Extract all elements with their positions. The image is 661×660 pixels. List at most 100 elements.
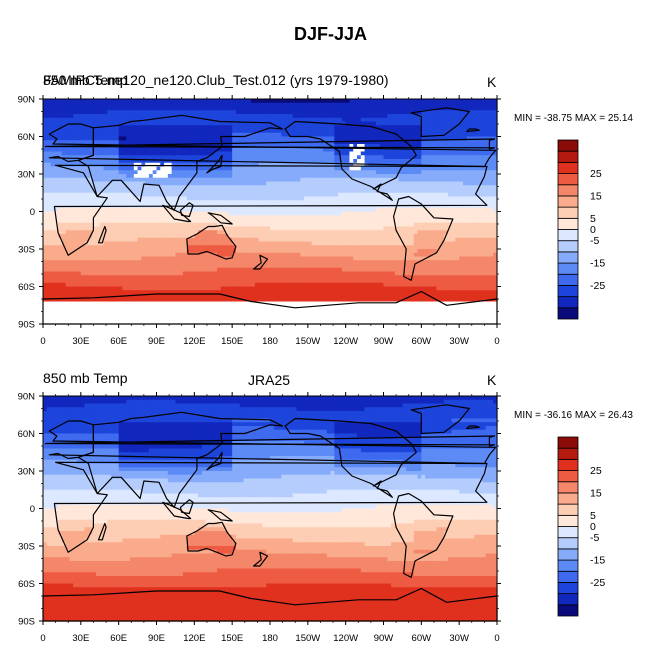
colorbar-box [557, 481, 579, 494]
colorbar-label: 15 [590, 190, 602, 202]
x-tick-label: 150E [221, 336, 243, 347]
colorbar-box [557, 503, 579, 516]
colorbar-box [557, 262, 579, 275]
colorbar-label: 25 [590, 168, 602, 180]
colorbar-box [557, 447, 579, 460]
figure-title: DJF-JJA [293, 24, 368, 44]
field-cells-2 [43, 396, 498, 622]
x-tick-label: 90E [148, 336, 165, 347]
x-tick-label: 30E [72, 336, 89, 347]
y-tick-label: 0 [30, 207, 35, 218]
coastline-borneo [179, 202, 194, 218]
colorbar-label: -5 [590, 532, 599, 544]
colorbar-box [557, 458, 579, 471]
panel1-minmax: MIN = -38.75 MAX = 25.14 [514, 113, 633, 124]
colorbar-label: -15 [590, 555, 605, 567]
x-tick-label: 60W [412, 633, 432, 644]
colorbar-label: 5 [590, 213, 596, 225]
x-tick-label: 0 [40, 633, 45, 644]
x-tick-label: 180 [262, 336, 278, 347]
coastline-madagascar [97, 522, 107, 541]
coastline-greenland [410, 404, 470, 435]
colorbar-label: -5 [590, 235, 599, 247]
colorbar-label: 25 [590, 465, 602, 477]
coastline-new-zealand [253, 551, 269, 567]
map-panel-2: 0 30E 60E 90E 120E 150E 180 150W 120W 90W 60W 30W 09… [18, 392, 606, 645]
coastline-uk [44, 138, 496, 150]
colorbar-box [557, 559, 579, 572]
x-tick-label: 30E [72, 633, 89, 644]
coastline-north-america [284, 417, 417, 498]
map-panel-1: 0 30E 60E 90E 120E 150E 180 150W 120W 90W 60W 30W 09… [18, 95, 606, 348]
panel2-units: K [487, 372, 497, 388]
colorbar-box [557, 150, 579, 163]
colorbar-label: 15 [590, 487, 602, 499]
colorbar-box [557, 184, 579, 197]
colorbar-box [557, 470, 579, 483]
y-tick-label: 90S [18, 617, 35, 628]
coastline-south-america [393, 492, 454, 578]
coastline-europe [48, 123, 497, 168]
coastline-new-guinea [207, 212, 233, 225]
coastline-japan [206, 154, 223, 174]
x-tick-label: 0 [494, 336, 499, 347]
coastline-africa [53, 461, 488, 553]
x-tick-label: 120E [183, 336, 205, 347]
x-tick-label: 150W [295, 336, 320, 347]
coastline-asia [77, 114, 284, 211]
x-tick-label: 120E [183, 633, 205, 644]
field-cells-1 [43, 99, 498, 325]
coastline-indonesia [162, 501, 192, 520]
coastline-africa [53, 164, 488, 256]
x-tick-label: 0 [494, 633, 499, 644]
colorbar-box [557, 604, 579, 617]
colorbar-box [557, 296, 579, 309]
x-tick-label: 30W [449, 336, 469, 347]
colorbar-label: 5 [590, 510, 596, 522]
colorbar-1: 25 15 50-5 -15 -25 [557, 139, 605, 320]
y-tick-label: 90S [18, 320, 35, 331]
colorbar-box [557, 240, 579, 253]
y-tick-label: 90N [18, 392, 36, 403]
colorbar-box [557, 570, 579, 583]
coastline-asia [77, 411, 284, 508]
coastline-indonesia [162, 204, 192, 223]
panel1-left-title: 850 mb Temp [43, 72, 128, 88]
y-tick-label: 30N [18, 170, 36, 181]
colorbar-box [557, 582, 579, 595]
colorbar-label: 0 [590, 224, 596, 236]
x-tick-label: 120W [333, 336, 358, 347]
y-tick-label: 60S [18, 282, 35, 293]
colorbar-box [557, 548, 579, 561]
colorbar-box [557, 251, 579, 264]
coastline-japan [206, 451, 223, 471]
colorbar-label: 0 [590, 521, 596, 533]
coastline-borneo [179, 499, 194, 515]
colorbar-box [557, 195, 579, 208]
panel1-units: K [487, 74, 497, 90]
y-tick-label: 30S [18, 542, 35, 553]
colorbar-box [557, 217, 579, 230]
colorbar-box [557, 307, 579, 320]
colorbar-2: 25 15 50-5 -15 -25 [557, 436, 605, 617]
coastline-madagascar [97, 225, 107, 244]
coastline-iceland [466, 425, 480, 430]
y-tick-label: 30S [18, 245, 35, 256]
x-tick-label: 150E [221, 633, 243, 644]
coastline-europe [48, 420, 497, 465]
coastline-north-america [284, 120, 417, 201]
panel1-center-title: FAMIPC5.ne120_ne120.Club_Test.012 (yrs 1… [43, 72, 389, 88]
coastline-australia [186, 521, 237, 557]
colorbar-box [557, 161, 579, 174]
colorbar-label: -25 [590, 280, 605, 292]
colorbar-box [557, 537, 579, 550]
x-tick-label: 180 [262, 633, 278, 644]
colorbar-box [557, 273, 579, 286]
coastline-south-america [393, 195, 454, 281]
colorbar-box [557, 526, 579, 539]
coastline-new-zealand [253, 254, 269, 270]
y-tick-label: 60N [18, 429, 36, 440]
y-tick-label: 60N [18, 132, 36, 143]
panel2-minmax: MIN = -36.16 MAX = 26.43 [514, 410, 633, 421]
